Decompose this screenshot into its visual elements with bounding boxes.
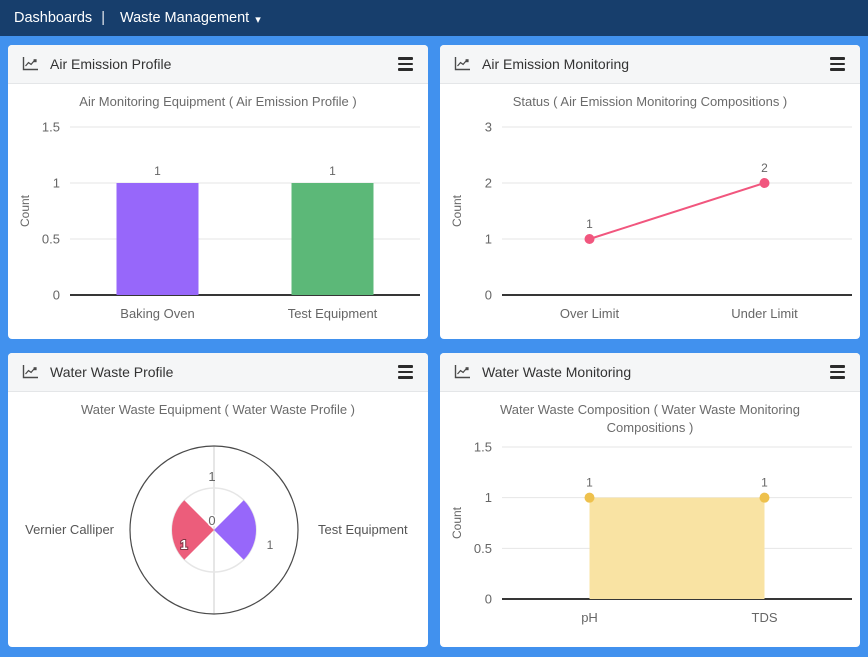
line-chart-icon: [453, 364, 471, 380]
hamburger-menu-icon[interactable]: [396, 361, 415, 383]
nav-separator: |: [101, 10, 105, 26]
nav-waste-management-menu[interactable]: Waste Management ▾: [120, 10, 261, 26]
svg-text:0: 0: [485, 592, 492, 607]
panel-header: Water Waste Profile: [8, 353, 428, 392]
chart-title: Water Waste Composition ( Water Waste Mo…: [499, 402, 801, 435]
svg-text:3: 3: [485, 120, 492, 135]
panel-title: Air Emission Monitoring: [482, 56, 630, 72]
line-chart-icon: [453, 56, 471, 72]
chart-container: Water Waste Composition ( Water Waste Mo…: [440, 392, 860, 647]
svg-text:0.5: 0.5: [42, 232, 60, 247]
chart-title: Water Waste Equipment ( Water Waste Prof…: [80, 402, 356, 417]
panel-header: Water Waste Monitoring: [440, 353, 860, 392]
hamburger-menu-icon[interactable]: [828, 53, 847, 75]
svg-text:Count: Count: [18, 194, 32, 227]
nav-waste-management-label: Waste Management: [119, 10, 250, 26]
bar-chart: 0 0.5 1 1.5 Count Baking Oven Test Equipment 1 1: [18, 120, 420, 321]
chart-container: Air Monitoring Equipment ( Air Emission …: [8, 84, 428, 339]
panel-air-emission-profile: Air Emission Profile Air Monitoring Equi…: [8, 45, 428, 339]
chart-title: Status ( Air Emission Monitoring Composi…: [512, 94, 788, 109]
line-chart: 0 1 2 3 Count Over Limit Under Limit 1 2: [450, 120, 852, 321]
panel-header: Air Emission Monitoring: [440, 45, 860, 84]
svg-text:1: 1: [208, 469, 215, 484]
chart-container: Water Waste Equipment ( Water Waste Prof…: [8, 392, 428, 647]
svg-text:Baking Oven: Baking Oven: [120, 306, 194, 321]
svg-text:1: 1: [180, 537, 187, 552]
svg-text:0.5: 0.5: [474, 541, 492, 556]
svg-text:0: 0: [53, 288, 60, 303]
svg-text:0: 0: [485, 288, 492, 303]
panel-title: Water Waste Profile: [50, 364, 174, 380]
hamburger-menu-icon[interactable]: [396, 53, 415, 75]
svg-text:1: 1: [485, 232, 492, 247]
panel-title: Air Emission Profile: [50, 56, 172, 72]
svg-text:1: 1: [761, 476, 768, 490]
panel-water-waste-profile: Water Waste Profile Water Waste Equipmen…: [8, 353, 428, 647]
panel-air-emission-monitoring: Air Emission Monitoring Status ( Air Emi…: [440, 45, 860, 339]
svg-text:TDS: TDS: [752, 610, 778, 625]
chevron-down-icon: ▾: [255, 13, 261, 26]
svg-text:Test Equipment: Test Equipment: [318, 522, 408, 537]
svg-text:Test Equipment: Test Equipment: [288, 306, 378, 321]
svg-text:Count: Count: [450, 506, 464, 539]
line-chart-icon: [21, 56, 39, 72]
panel-header: Air Emission Profile: [8, 45, 428, 84]
svg-text:1: 1: [267, 538, 274, 552]
svg-text:Under Limit: Under Limit: [731, 306, 798, 321]
hamburger-menu-icon[interactable]: [828, 361, 847, 383]
polar-chart: 1 0 1 1 Vernier Calliper Test Equipment: [25, 445, 408, 615]
line-chart-icon: [21, 364, 39, 380]
area-chart: 0 0.5 1 1.5 Count pH TDS 1 1: [450, 440, 852, 625]
svg-text:1: 1: [586, 217, 593, 231]
panel-water-waste-monitoring: Water Waste Monitoring Water Waste Compo…: [440, 353, 860, 647]
svg-text:1: 1: [53, 176, 60, 191]
chart-title: Air Monitoring Equipment ( Air Emission …: [79, 94, 357, 109]
nav-dashboards-link[interactable]: Dashboards: [14, 10, 93, 26]
dashboard-grid: Air Emission Profile Air Monitoring Equi…: [0, 36, 868, 657]
panel-title: Water Waste Monitoring: [482, 364, 632, 380]
svg-text:0: 0: [208, 513, 215, 528]
svg-text:pH: pH: [581, 610, 598, 625]
chart-container: Status ( Air Emission Monitoring Composi…: [440, 84, 860, 339]
svg-text:Vernier Calliper: Vernier Calliper: [25, 522, 115, 537]
svg-text:1: 1: [485, 490, 492, 505]
svg-text:1.5: 1.5: [42, 120, 60, 135]
svg-text:Over Limit: Over Limit: [560, 306, 620, 321]
svg-text:1.5: 1.5: [474, 440, 492, 455]
svg-text:Count: Count: [450, 194, 464, 227]
svg-text:2: 2: [761, 161, 768, 175]
svg-text:1: 1: [154, 164, 161, 178]
top-navbar: Dashboards | Waste Management ▾: [0, 0, 868, 36]
svg-text:1: 1: [586, 476, 593, 490]
svg-text:2: 2: [485, 176, 492, 191]
svg-text:1: 1: [329, 164, 336, 178]
